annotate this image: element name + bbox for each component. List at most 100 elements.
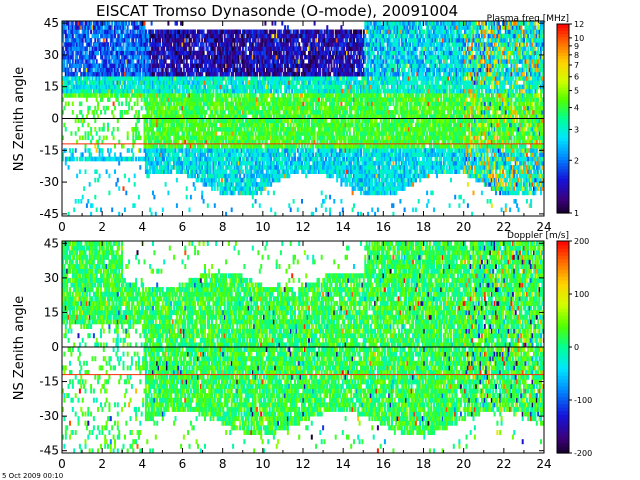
heatmap-cell bbox=[227, 173, 230, 179]
heatmap-cell bbox=[178, 122, 181, 128]
heatmap-cell bbox=[108, 97, 111, 102]
heatmap-cell bbox=[301, 127, 303, 132]
heatmap-cell bbox=[227, 88, 230, 94]
heatmap-cell bbox=[168, 118, 171, 124]
heatmap-cell bbox=[258, 50, 261, 56]
heatmap-cell bbox=[139, 71, 142, 77]
heatmap-cell bbox=[243, 173, 246, 179]
heatmap-cell bbox=[274, 135, 277, 141]
heatmap-cell bbox=[129, 50, 132, 56]
heatmap-cell bbox=[112, 114, 115, 119]
heatmap-cell bbox=[201, 42, 204, 47]
heatmap-cell bbox=[191, 156, 194, 162]
heatmap-cell bbox=[253, 29, 256, 35]
heatmap-cell bbox=[227, 122, 230, 128]
heatmap-cell bbox=[191, 143, 194, 149]
heatmap-cell bbox=[168, 97, 171, 102]
heatmap-cell bbox=[132, 135, 135, 141]
heatmap-cell bbox=[161, 101, 164, 107]
heatmap-cell bbox=[267, 118, 270, 124]
heatmap-cell bbox=[211, 59, 213, 64]
heatmap-cell bbox=[157, 152, 160, 157]
heatmap-cell bbox=[270, 33, 273, 39]
heatmap-cell bbox=[118, 80, 121, 85]
heatmap-cell bbox=[85, 80, 88, 85]
heatmap-cell bbox=[123, 71, 126, 77]
heatmap-cell bbox=[91, 46, 94, 51]
heatmap-cell bbox=[286, 135, 289, 141]
heatmap-cell bbox=[305, 54, 308, 60]
heatmap-cell bbox=[152, 165, 154, 170]
heatmap-cell bbox=[150, 42, 153, 47]
heatmap-cell bbox=[73, 25, 76, 30]
heatmap-cell bbox=[219, 127, 222, 132]
heatmap-cell bbox=[132, 84, 135, 90]
heatmap-cell bbox=[197, 54, 199, 60]
heatmap-cell bbox=[67, 21, 70, 26]
heatmap-cell bbox=[197, 76, 199, 81]
heatmap-cell bbox=[292, 67, 295, 73]
heatmap-cell bbox=[104, 67, 107, 73]
heatmap-cell bbox=[201, 29, 204, 35]
heatmap-cell bbox=[199, 88, 202, 94]
heatmap-cell bbox=[108, 80, 111, 85]
heatmap-cell bbox=[188, 156, 191, 162]
heatmap-cell bbox=[211, 186, 213, 191]
heatmap-cell bbox=[80, 118, 83, 124]
heatmap-cell bbox=[244, 50, 247, 56]
heatmap-cell bbox=[257, 29, 260, 35]
heatmap-cell bbox=[78, 46, 81, 51]
heatmap-cell bbox=[114, 93, 116, 98]
heatmap-cell bbox=[299, 110, 302, 115]
heatmap-cell bbox=[301, 50, 303, 56]
heatmap-cell bbox=[161, 207, 164, 213]
heatmap-cell bbox=[122, 29, 125, 35]
heatmap-cell bbox=[222, 118, 225, 124]
heatmap-cell bbox=[264, 88, 267, 94]
heatmap-cell bbox=[246, 182, 249, 187]
heatmap-cell bbox=[178, 160, 181, 166]
heatmap-cell bbox=[123, 110, 126, 115]
heatmap-cell bbox=[233, 88, 236, 94]
heatmap-cell bbox=[216, 114, 219, 119]
heatmap-cell bbox=[232, 88, 235, 94]
heatmap-cell bbox=[239, 135, 242, 141]
heatmap-cell bbox=[95, 25, 98, 30]
heatmap-cell bbox=[137, 194, 140, 200]
heatmap-cell bbox=[74, 25, 77, 30]
heatmap-cell bbox=[69, 156, 71, 162]
heatmap-cell bbox=[261, 54, 264, 60]
heatmap-cell bbox=[132, 46, 135, 51]
heatmap-cell bbox=[234, 135, 237, 141]
heatmap-cell bbox=[189, 118, 192, 124]
heatmap-cell bbox=[187, 156, 190, 162]
heatmap-cell bbox=[236, 177, 239, 183]
heatmap-cell bbox=[260, 59, 263, 64]
heatmap-cell bbox=[213, 50, 216, 56]
heatmap-cell bbox=[286, 101, 289, 107]
heatmap-cell bbox=[303, 118, 306, 124]
heatmap-cell bbox=[149, 76, 152, 81]
heatmap-cell bbox=[265, 118, 268, 124]
heatmap-cell bbox=[277, 29, 280, 35]
heatmap-cell bbox=[275, 160, 278, 166]
heatmap-cell bbox=[233, 29, 236, 35]
heatmap-cell bbox=[102, 135, 105, 141]
heatmap-cell bbox=[212, 182, 215, 187]
heatmap-cell bbox=[189, 169, 192, 174]
heatmap-cell bbox=[164, 67, 167, 73]
heatmap-cell bbox=[80, 84, 83, 90]
heatmap-cell bbox=[156, 139, 159, 145]
heatmap-cell bbox=[177, 118, 180, 124]
heatmap-cell bbox=[216, 169, 219, 174]
heatmap-cell bbox=[192, 63, 195, 68]
heatmap-cell bbox=[191, 122, 194, 128]
heatmap-cell bbox=[168, 131, 171, 136]
heatmap-cell bbox=[211, 156, 213, 162]
heatmap-cell bbox=[302, 84, 305, 90]
heatmap-cell bbox=[170, 93, 173, 98]
heatmap-cell bbox=[211, 182, 213, 187]
heatmap-cell bbox=[175, 105, 178, 111]
heatmap-cell bbox=[291, 54, 294, 60]
heatmap-cell bbox=[249, 97, 251, 102]
